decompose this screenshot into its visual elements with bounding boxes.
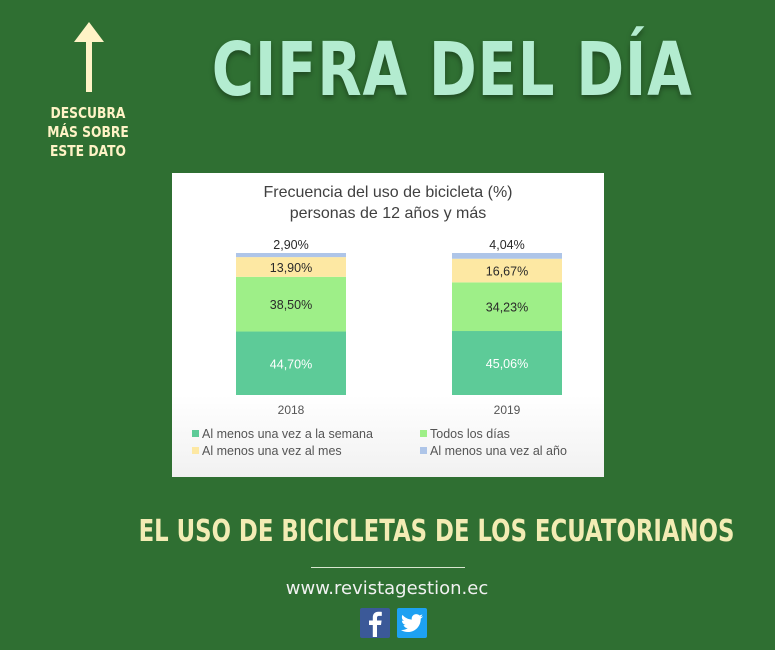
data-label-2018-4: 2,90%: [273, 238, 308, 252]
stacked-bar-chart: Frecuencia del uso de bicicleta (%) pers…: [172, 184, 604, 477]
bar-segment-2018-1: [236, 331, 346, 395]
twitter-icon[interactable]: [397, 608, 427, 638]
main-title: CIFRA DEL DÍA: [211, 27, 693, 113]
legend-swatch-1: [192, 430, 199, 437]
divider: [311, 567, 465, 568]
data-label-2018-2: 38,50%: [270, 298, 312, 312]
bar-segment-2019-4: [452, 253, 562, 259]
bar-segment-2019-3: [452, 258, 562, 283]
legend-swatch-3: [192, 447, 199, 454]
data-label-2019-3: 16,67%: [486, 265, 528, 279]
legend-label-3: Al menos una vez al mes: [202, 444, 342, 458]
data-label-2018-3: 13,90%: [270, 261, 312, 275]
data-label-2019-1: 45,06%: [486, 357, 528, 371]
bars-group: 44,70% 38,50% 13,90% 2,90% 2018 45,06% 34,23% 1…: [172, 238, 604, 477]
legend-swatch-2: [420, 430, 427, 437]
bar-segment-2018-3: [236, 257, 346, 277]
chart-card: Frecuencia del uso de bicicleta (%) pers…: [172, 173, 604, 477]
legend-swatch-4: [420, 447, 427, 454]
chart-subtitle: personas de 12 años y más: [290, 205, 487, 222]
headline: EL USO DE BICICLETAS DE LOS ECUATORIANOS: [138, 514, 735, 549]
side-note[interactable]: DESCUBRA MÁS SOBRE ESTE DATO: [47, 104, 129, 160]
legend-label-4: Al menos una vez al año: [430, 444, 567, 458]
data-label-2019-2: 34,23%: [486, 301, 528, 315]
legend: Al menos una vez a la semana Todos los dí…: [192, 427, 567, 458]
facebook-icon[interactable]: [360, 608, 390, 638]
chart-floor: [172, 395, 604, 477]
bar-segment-2018-4: [236, 253, 346, 258]
legend-label-2: Todos los días: [430, 427, 510, 441]
data-label-2019-4: 4,04%: [489, 238, 524, 252]
category-label-2018: 2018: [278, 403, 305, 417]
legend-label-1: Al menos una vez a la semana: [202, 427, 373, 441]
category-label-2019: 2019: [494, 403, 521, 417]
bar-segment-2019-2: [452, 282, 562, 332]
website-link[interactable]: www.revistagestion.ec: [285, 578, 489, 599]
arrow-up-icon: [74, 22, 104, 92]
data-label-2018-1: 44,70%: [270, 357, 312, 371]
bar-segment-2018-2: [236, 276, 346, 332]
chart-title: Frecuencia del uso de bicicleta (%): [263, 184, 512, 201]
bar-segment-2019-1: [452, 331, 562, 395]
